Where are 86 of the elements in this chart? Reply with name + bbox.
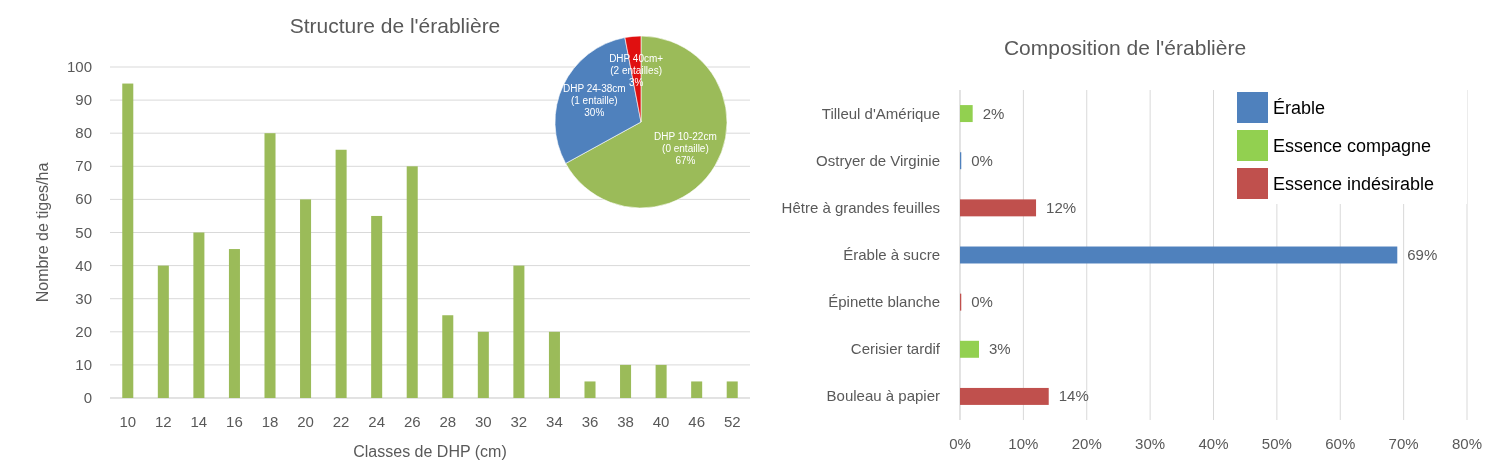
bar	[655, 364, 667, 398]
bar	[442, 315, 454, 398]
y-tick-label: 40	[75, 256, 92, 274]
data-label: 2%	[982, 104, 1005, 122]
y-tick-label: 0	[83, 389, 92, 406]
y-tick-label: 80	[75, 124, 92, 142]
x-tick-label: 10	[119, 413, 137, 430]
bar	[228, 249, 240, 398]
chart-title: Composition de l'érablière	[1003, 36, 1247, 59]
x-tick-label: 36	[581, 413, 599, 430]
x-tick-label: 0%	[949, 435, 971, 452]
y-tick-label: 50	[75, 223, 92, 241]
bar	[960, 199, 1037, 217]
x-tick-label: 22	[332, 413, 350, 430]
y-tick-label: 10	[75, 355, 92, 373]
y-tick-label: 70	[75, 157, 92, 175]
bar	[584, 381, 596, 398]
legend-label: Essence indésirable	[1273, 174, 1435, 194]
x-tick-label: 30	[474, 413, 492, 430]
x-tick-label: 10%	[1008, 435, 1039, 452]
x-tick-label: 20	[297, 413, 314, 430]
y-tick-label: 90	[75, 91, 92, 109]
bar	[960, 387, 1049, 405]
bar	[264, 133, 276, 398]
bar	[548, 331, 560, 398]
x-tick-label: 32	[510, 413, 528, 430]
y-tick-label: Érable à sucre	[843, 246, 940, 263]
y-tick-label: Tilleul d'Amérique	[821, 104, 940, 122]
x-tick-label: 18	[261, 413, 279, 430]
bar	[477, 331, 489, 398]
y-tick-label: Hêtre à grandes feuilles	[781, 198, 940, 216]
x-tick-label: 40	[652, 413, 670, 430]
x-tick-label: 30%	[1135, 435, 1166, 452]
x-axis-title: Classes de DHP (cm)	[353, 443, 507, 460]
y-tick-label: 20	[75, 322, 92, 340]
x-tick-label: 24	[368, 413, 386, 430]
slice-label: DHP 10-22cm (0 entaille)	[654, 130, 717, 154]
x-tick-label: 14	[190, 413, 208, 430]
bar	[157, 265, 169, 398]
data-label: 0%	[971, 293, 993, 311]
slice-label: DHP 24-38cm (1 entaille)	[563, 82, 626, 106]
y-tick-label: Épinette blanche	[828, 293, 940, 311]
y-tick-label: Cerisier tardif	[850, 340, 941, 358]
y-tick-label: Ostryer de Virginie	[816, 151, 940, 169]
bar	[335, 149, 347, 398]
bar	[726, 381, 738, 398]
y-tick-label: 60	[75, 190, 92, 208]
x-tick-label: 50%	[1261, 435, 1292, 452]
y-tick-label: 30	[75, 289, 92, 307]
legend-label: Érable	[1273, 98, 1326, 118]
y-tick-label: Bouleau à papier	[826, 387, 940, 405]
x-tick-label: 52	[723, 413, 741, 430]
bar	[960, 105, 973, 123]
x-tick-label: 28	[439, 413, 457, 430]
bar	[122, 83, 134, 398]
bar	[406, 166, 418, 398]
y-axis-title: Nombre de tiges/ha	[34, 162, 51, 303]
data-label: 14%	[1058, 387, 1089, 405]
bar	[513, 265, 525, 398]
data-label: 30%	[584, 106, 605, 118]
legend-label: Essence compagne	[1273, 136, 1432, 156]
x-tick-label: 16	[226, 413, 243, 430]
bar	[620, 364, 632, 398]
bar	[960, 340, 980, 358]
data-label: 69%	[1407, 246, 1438, 263]
bar	[300, 199, 312, 398]
x-tick-label: 12	[154, 413, 172, 430]
bar	[193, 232, 205, 398]
x-tick-label: 40%	[1198, 435, 1229, 452]
bar	[371, 215, 383, 398]
chart-title: Structure de l'érablière	[289, 14, 501, 37]
x-tick-label: 46	[688, 413, 706, 430]
x-tick-label: 38	[617, 413, 634, 430]
y-tick-label: 100	[66, 58, 92, 75]
x-tick-label: 20%	[1071, 435, 1102, 452]
x-tick-label: 80%	[1451, 435, 1483, 452]
data-label: 67%	[675, 154, 696, 166]
x-tick-label: 34	[546, 413, 563, 430]
x-tick-label: 26	[403, 413, 421, 430]
data-label: 3%	[989, 340, 1011, 358]
bar	[960, 246, 1398, 264]
data-label: 0%	[971, 151, 993, 169]
bar	[691, 381, 703, 398]
x-tick-label: 70%	[1388, 435, 1419, 452]
data-label: 12%	[1046, 198, 1077, 216]
x-tick-label: 60%	[1325, 435, 1356, 452]
